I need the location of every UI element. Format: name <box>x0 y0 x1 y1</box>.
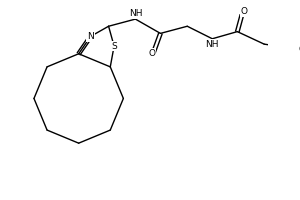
Text: O: O <box>148 49 155 58</box>
Text: N: N <box>87 32 94 41</box>
Text: O: O <box>241 7 248 16</box>
Text: NH: NH <box>206 40 219 49</box>
Text: NH: NH <box>129 9 142 18</box>
Text: S: S <box>111 42 117 51</box>
Text: O: O <box>298 45 300 54</box>
